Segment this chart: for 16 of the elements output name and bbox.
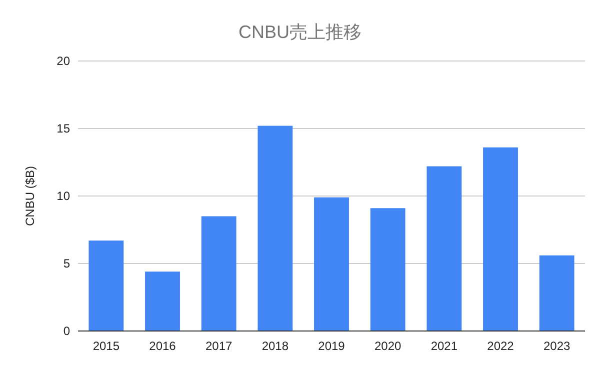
y-tick-label: 20 (56, 54, 70, 68)
chart-title: CNBU売上推移 (238, 22, 362, 42)
y-tick-label: 5 (63, 256, 70, 270)
y-tick-label: 0 (63, 324, 70, 338)
x-tick-label: 2022 (487, 339, 514, 353)
y-tick-label: 15 (56, 122, 70, 136)
x-tick-label: 2017 (205, 339, 233, 353)
x-tick-label: 2020 (374, 339, 402, 353)
y-axis-title: CNBU ($B) (23, 166, 37, 226)
x-tick-label: 2015 (92, 339, 120, 353)
x-tick-label: 2018 (262, 339, 289, 353)
x-tick-label: 2019 (318, 339, 346, 353)
x-tick-label: 2023 (543, 339, 571, 353)
x-tick-label: 2016 (149, 339, 176, 353)
y-tick-label: 10 (56, 189, 70, 203)
x-tick-label: 2021 (430, 339, 458, 353)
